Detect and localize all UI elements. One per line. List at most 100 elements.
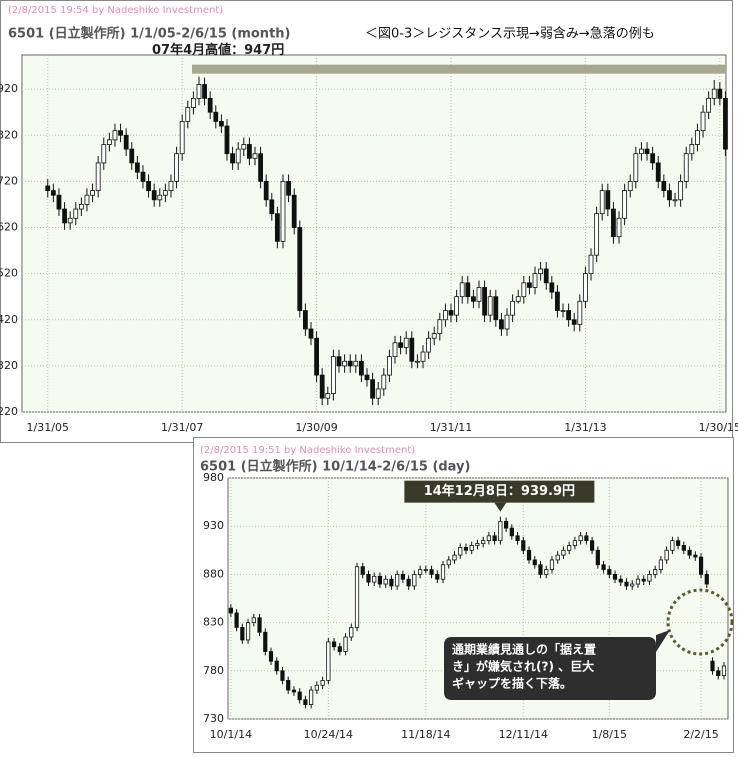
candle-body xyxy=(515,296,521,302)
candle-body xyxy=(532,559,537,566)
candle-body xyxy=(578,535,583,542)
candle-body xyxy=(263,631,268,652)
candle-body xyxy=(458,547,463,556)
y-tick-label: 880 xyxy=(203,567,224,580)
y-tick-label: 520 xyxy=(0,267,18,280)
candle-body xyxy=(106,139,112,145)
candle-body xyxy=(723,97,728,150)
candle-body xyxy=(469,545,474,551)
candle-body xyxy=(354,566,360,628)
callout-label: 14年12月8日：939.9円 xyxy=(424,483,575,499)
candle-body xyxy=(711,88,717,99)
candle-body xyxy=(326,641,331,681)
candle-body xyxy=(599,190,605,215)
candle-body xyxy=(123,134,129,150)
candle-body xyxy=(179,121,185,155)
candle-body xyxy=(560,310,566,312)
candle-body xyxy=(366,574,371,583)
candle-body xyxy=(129,148,135,164)
candle-body xyxy=(698,556,704,575)
candle-body xyxy=(56,194,62,210)
candle-body xyxy=(252,153,258,159)
callout-arrow xyxy=(494,502,507,512)
header: (2/8/2015 19:54 by Nadeshiko Investment) xyxy=(8,5,223,16)
candle-body xyxy=(134,162,140,173)
candle-body xyxy=(555,554,560,561)
candle-body xyxy=(605,190,611,210)
candle-body xyxy=(635,578,641,585)
candle-body xyxy=(601,564,606,570)
candle-body xyxy=(230,153,235,164)
candle-body xyxy=(403,337,409,348)
candle-body xyxy=(706,97,712,113)
candle-body xyxy=(481,540,486,544)
candle-body xyxy=(476,287,482,302)
candle-body xyxy=(398,342,404,348)
candle-body xyxy=(661,180,667,192)
candle-body xyxy=(435,574,440,580)
candle-body xyxy=(475,543,480,546)
resistance-label: 07年4月高値：947円 xyxy=(152,42,284,58)
candle-body xyxy=(50,190,56,196)
candle-body xyxy=(644,148,650,155)
candle-body xyxy=(612,574,618,580)
candle-body xyxy=(624,581,629,587)
candle-body xyxy=(412,574,417,587)
candle-body xyxy=(700,111,706,132)
y-tick-label: 780 xyxy=(203,664,224,677)
candle-body xyxy=(647,574,652,582)
candle-body xyxy=(594,213,600,256)
candle-body xyxy=(381,374,387,390)
candle-body xyxy=(532,273,538,288)
candle-body xyxy=(504,314,510,330)
candle-body xyxy=(349,627,354,638)
candle-body xyxy=(681,545,686,551)
candle-body xyxy=(370,379,375,399)
candle-body xyxy=(641,578,646,582)
x-tick-label: 1/31/13 xyxy=(564,421,606,434)
candle-body xyxy=(319,374,325,399)
chart-1: 220 320 420 520 620 720 820 920 1/31/05 1/31/07 1/… xyxy=(0,42,738,434)
y-tick-label: 220 xyxy=(0,405,18,418)
candle-body xyxy=(689,144,695,155)
candle-body xyxy=(429,569,434,575)
candle-body xyxy=(174,153,179,182)
candle-body xyxy=(118,130,123,136)
chart-title: 6501 (日立製作所) 1/1/05-2/6/15 (month) xyxy=(8,26,290,42)
candle-body xyxy=(314,337,319,376)
candle-body xyxy=(372,575,377,583)
candle-body xyxy=(672,199,678,202)
candle-body xyxy=(440,564,446,580)
y-tick-label: 930 xyxy=(203,519,224,532)
candle-body xyxy=(415,360,420,363)
candle-body xyxy=(655,162,661,182)
candle-body xyxy=(331,641,337,648)
candle-body xyxy=(67,217,73,224)
candle-body xyxy=(314,684,319,691)
candle-body xyxy=(389,578,394,587)
candle-body xyxy=(431,333,437,339)
candle-body xyxy=(263,180,269,201)
candle-body xyxy=(400,574,405,580)
candle-body xyxy=(493,296,499,321)
candle-body xyxy=(653,569,658,575)
candle-body xyxy=(630,583,635,587)
candle-body xyxy=(515,535,520,542)
candle-body xyxy=(482,287,488,316)
candle-body xyxy=(234,612,239,628)
x-tick-label: 2/2/15 xyxy=(683,728,718,741)
candle-body xyxy=(567,545,572,551)
candle-body xyxy=(297,691,302,701)
candle-body xyxy=(446,559,451,566)
candle-body xyxy=(280,670,285,681)
candle-body xyxy=(549,282,555,293)
candle-body xyxy=(584,535,589,542)
candle-body xyxy=(498,520,503,542)
candle-body xyxy=(492,535,497,542)
candle-body xyxy=(538,268,544,275)
candle-body xyxy=(509,527,514,537)
candle-body xyxy=(251,617,256,624)
candle-body xyxy=(162,190,168,196)
candle-body xyxy=(95,162,101,192)
candle-body xyxy=(280,180,286,242)
